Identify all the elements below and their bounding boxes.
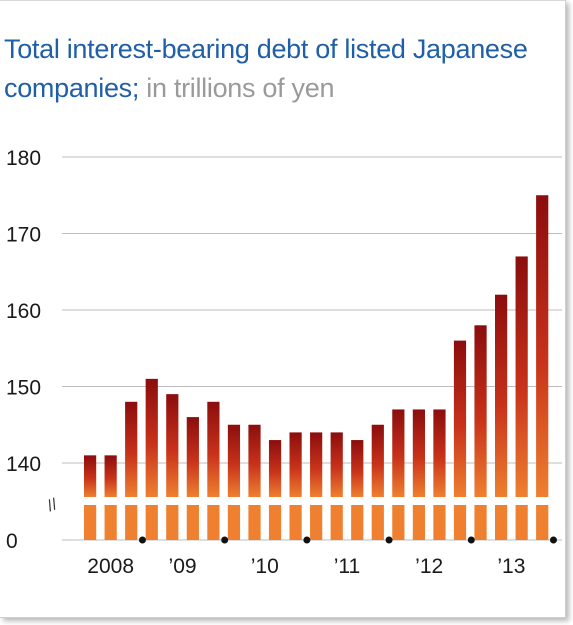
bar-3 [125, 401, 138, 497]
bar-base-3 [125, 505, 138, 540]
x-year-divider-5 [467, 536, 475, 544]
bar-15 [371, 424, 384, 497]
y-tick-label-180: 180 [6, 147, 41, 170]
bar-10 [268, 440, 282, 497]
bar-base-17 [412, 505, 425, 540]
bar-6 [186, 417, 199, 497]
top-border [0, 0, 565, 1]
bar-base-19 [453, 505, 467, 540]
bar-base-18 [433, 505, 446, 540]
bar-5 [166, 394, 179, 497]
bar-base-21 [495, 505, 508, 540]
chart-title: Total interest-bearing debt of listed Ja… [4, 30, 564, 108]
x-year-divider-1 [138, 536, 146, 544]
x-tick-label-4: ’11 [334, 555, 360, 578]
bar-base-7 [207, 505, 220, 540]
chart-title-text: Total interest-bearing debt of listed Ja… [4, 34, 528, 103]
bar-18 [433, 409, 446, 497]
bar-20 [474, 325, 487, 497]
bar-7 [207, 401, 220, 497]
axis-break-mark: // [45, 496, 60, 515]
bar-17 [412, 409, 425, 497]
bar-base-10 [268, 505, 282, 540]
bar-chart: 0 140 150 160 170 180 // 2008 ’09 ’10 ’11 ’12 ’13 [6, 147, 562, 578]
bar-16 [392, 409, 405, 497]
bar-base-1 [84, 505, 97, 540]
bar-base-14 [351, 505, 364, 540]
bar-11 [289, 432, 302, 497]
y-tick-label-0: 0 [6, 530, 18, 553]
bar-4 [145, 378, 158, 497]
x-tick-label-1: 2008 [87, 555, 134, 578]
bar-13 [330, 432, 343, 497]
bar-base-4 [145, 505, 158, 540]
y-tick-label-140: 140 [6, 453, 41, 476]
chart-unit-label: in trillions of yen [146, 73, 335, 103]
y-axis-ticks: 0 140 150 160 170 180 // [6, 147, 60, 553]
x-tick-label-2: ’09 [169, 555, 197, 578]
x-tick-label-3: ’10 [251, 555, 279, 578]
bar-base-22 [515, 505, 528, 540]
bar-12 [310, 432, 323, 497]
bar-8 [227, 424, 241, 497]
bar-base-5 [166, 505, 179, 540]
bar-1 [84, 455, 97, 497]
x-year-divider-6 [549, 536, 557, 544]
x-tick-label-6: ’13 [497, 555, 525, 578]
bars [84, 195, 549, 540]
bar-base-16 [392, 505, 405, 540]
x-axis-ticks: 2008 ’09 ’10 ’11 ’12 ’13 [87, 536, 557, 578]
chart-frame: Total interest-bearing debt of listed Ja… [0, 0, 566, 618]
bar-base-2 [104, 505, 117, 540]
x-year-divider-4 [385, 536, 393, 544]
bar-base-13 [330, 505, 343, 540]
bar-base-12 [310, 505, 323, 540]
bar-base-15 [371, 505, 384, 540]
bar-base-9 [248, 505, 261, 540]
x-year-divider-3 [303, 536, 311, 544]
bar-base-20 [474, 505, 487, 540]
bar-base-8 [227, 505, 241, 540]
bar-22 [515, 256, 528, 497]
bar-base-23 [536, 505, 549, 540]
bar-2 [104, 455, 117, 497]
y-tick-label-170: 170 [6, 224, 41, 247]
bar-base-11 [289, 505, 302, 540]
x-tick-label-5: ’12 [415, 555, 443, 578]
bar-base-6 [186, 505, 199, 540]
y-tick-label-160: 160 [6, 300, 41, 323]
bar-19 [453, 340, 467, 497]
x-year-divider-2 [221, 536, 229, 544]
bar-23 [536, 195, 549, 497]
y-tick-label-150: 150 [6, 377, 41, 400]
bar-14 [351, 440, 364, 497]
bar-9 [248, 424, 261, 497]
bar-21 [495, 294, 508, 497]
